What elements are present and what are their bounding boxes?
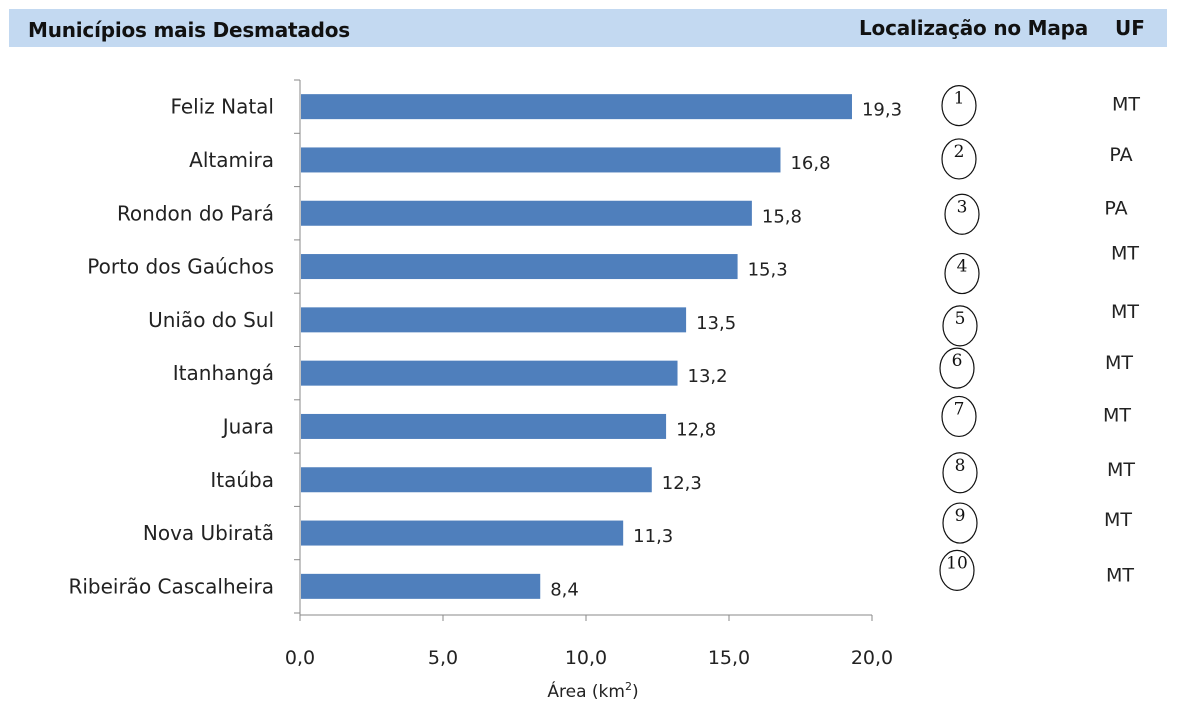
data-label: 19,3: [862, 100, 902, 121]
y-tick-label: Itanhangá: [173, 361, 274, 385]
data-label: 8,4: [550, 579, 579, 600]
data-label: 13,2: [688, 366, 728, 387]
data-label: 16,8: [790, 153, 830, 174]
y-tick-label: Feliz Natal: [170, 95, 274, 119]
uf-label: MT: [1103, 404, 1131, 426]
data-label: 15,8: [762, 206, 802, 227]
header-bar: Municípios mais Desmatados Localização n…: [9, 9, 1167, 47]
data-label: 12,8: [676, 419, 716, 440]
bars-group: 19,3 16,8 15,8 15,3 13,5 13,2 12,8 12,3 11,3 8,4: [301, 94, 902, 600]
bar: [301, 94, 852, 120]
uf-label: MT: [1107, 459, 1135, 481]
map-location-number: 4: [957, 257, 968, 277]
uf-label: PA: [1104, 197, 1127, 219]
y-tick-label: Juara: [221, 414, 274, 438]
map-location-marker: [942, 452, 978, 494]
uf-label: MT: [1111, 243, 1139, 265]
bar: [301, 200, 752, 226]
map-location-number: 3: [957, 197, 968, 217]
map-location-marker: [941, 85, 977, 127]
map-location-column: 1 MT 2 PA 3 PA 4 MT 5 MT 6 MT 7 MT 8 MT 9 MT 10 MT: [939, 85, 1140, 591]
x-tick-label: 20,0: [851, 647, 893, 669]
y-tick-label: Nova Ubiratã: [143, 521, 274, 545]
y-tick-label: União do Sul: [148, 308, 274, 332]
map-location-number: 1: [954, 89, 965, 109]
x-tick-label: 10,0: [565, 647, 607, 669]
y-tick-label: Porto dos Gaúchos: [87, 255, 274, 279]
bar: [301, 254, 738, 280]
map-location-header: Localização no Mapa: [859, 16, 1089, 40]
data-label: 13,5: [696, 313, 736, 334]
map-location-marker: [939, 549, 975, 591]
map-location-marker: [941, 395, 977, 438]
map-location-number: 6: [952, 351, 963, 371]
bar: [301, 307, 687, 333]
uf-label: MT: [1112, 94, 1140, 116]
map-location-number: 10: [946, 553, 968, 573]
bar: [301, 573, 541, 599]
x-tick-label: 15,0: [708, 647, 750, 669]
uf-header: UF: [1115, 16, 1145, 40]
map-location-number: 5: [955, 309, 966, 329]
bar: [301, 413, 667, 439]
uf-label: MT: [1106, 564, 1134, 586]
uf-label: PA: [1109, 144, 1132, 166]
y-tick-label: Itaúba: [210, 468, 274, 492]
map-location-marker: [939, 347, 975, 389]
bar: [301, 147, 781, 173]
y-tick-label: Rondon do Pará: [117, 201, 274, 225]
map-location-number: 7: [954, 399, 965, 419]
bar: [301, 467, 652, 493]
data-label: 15,3: [748, 260, 788, 281]
chart-title: Municípios mais Desmatados: [28, 18, 351, 42]
y-tick-label: Altamira: [189, 148, 274, 172]
y-tick-label: Ribeirão Cascalheira: [68, 574, 274, 598]
uf-label: MT: [1111, 301, 1139, 323]
axes-group: 0,0 5,0 10,0 15,0 20,0 Feliz Natal Altamira Ron…: [68, 79, 893, 669]
uf-label: MT: [1105, 352, 1133, 374]
bar: [301, 520, 624, 546]
x-tick-label: 0,0: [285, 647, 315, 669]
x-tick-label: 5,0: [428, 647, 458, 669]
map-location-marker: [944, 252, 980, 295]
map-location-marker: [942, 305, 978, 347]
data-label: 12,3: [662, 473, 702, 494]
uf-label: MT: [1104, 509, 1132, 531]
map-location-marker: [944, 193, 980, 235]
map-location-number: 2: [954, 142, 965, 162]
map-location-marker: [941, 138, 977, 180]
data-label: 11,3: [633, 526, 673, 547]
x-axis-label: Área (km2): [547, 680, 638, 702]
map-location-number: 9: [955, 506, 966, 526]
map-location-number: 8: [955, 456, 966, 476]
bar: [301, 360, 678, 386]
map-location-marker: [942, 502, 978, 544]
